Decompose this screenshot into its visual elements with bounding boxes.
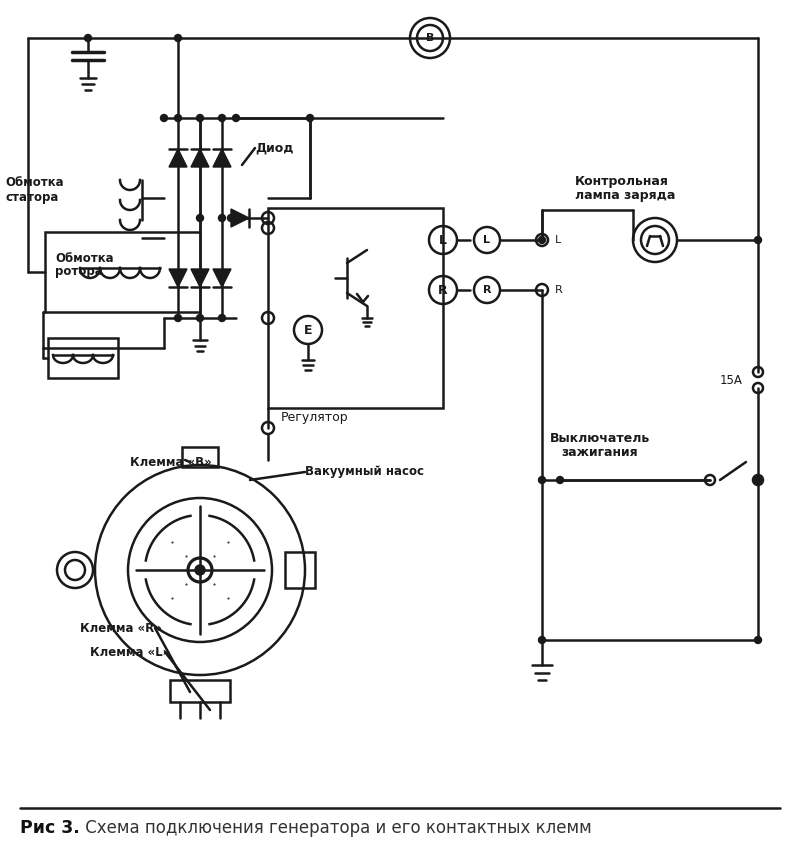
Text: R: R <box>482 285 491 295</box>
Circle shape <box>161 114 167 121</box>
Bar <box>182 447 218 467</box>
Circle shape <box>174 314 182 321</box>
Circle shape <box>754 637 762 643</box>
Text: L: L <box>555 235 562 245</box>
Circle shape <box>197 114 203 121</box>
Polygon shape <box>191 149 209 167</box>
Text: Клемма «L»: Клемма «L» <box>90 645 170 658</box>
Text: ротора: ротора <box>55 266 102 279</box>
Text: L: L <box>439 234 447 247</box>
Text: зажигания: зажигания <box>562 445 638 458</box>
Text: Выключатель: Выключатель <box>550 431 650 444</box>
Circle shape <box>538 236 546 243</box>
Circle shape <box>233 114 239 121</box>
Text: Рис 3.: Рис 3. <box>20 819 80 837</box>
Bar <box>48 338 118 378</box>
Circle shape <box>174 114 182 121</box>
Circle shape <box>538 637 546 643</box>
Text: Клемма «R»: Клемма «R» <box>80 622 162 635</box>
Circle shape <box>174 35 182 42</box>
Text: Вакуумный насос: Вакуумный насос <box>305 466 424 479</box>
Polygon shape <box>169 269 187 287</box>
Polygon shape <box>191 269 209 287</box>
Text: R: R <box>438 283 448 296</box>
Polygon shape <box>213 269 231 287</box>
Text: R: R <box>555 285 562 295</box>
Text: Клемма «В»: Клемма «В» <box>130 456 212 469</box>
Circle shape <box>85 35 91 42</box>
Text: Регулятор: Регулятор <box>281 411 349 424</box>
Text: E: E <box>304 324 312 337</box>
Polygon shape <box>231 209 249 227</box>
Circle shape <box>754 476 762 483</box>
Bar <box>170 680 230 702</box>
Text: Обмотка: Обмотка <box>55 251 114 264</box>
Bar <box>285 552 315 588</box>
Circle shape <box>197 314 203 321</box>
Text: Схема подключения генератора и его контактных клемм: Схема подключения генератора и его конта… <box>80 819 592 837</box>
Text: 15А: 15А <box>720 373 743 386</box>
Text: лампа заряда: лампа заряда <box>575 190 675 203</box>
Text: L: L <box>483 235 490 245</box>
Circle shape <box>218 114 226 121</box>
Bar <box>45 232 200 312</box>
Text: B: B <box>426 33 434 43</box>
Bar <box>268 208 443 408</box>
Text: Контрольная: Контрольная <box>575 176 669 189</box>
Circle shape <box>538 476 546 483</box>
Circle shape <box>557 476 563 483</box>
Circle shape <box>306 114 314 121</box>
Text: Обмотка: Обмотка <box>5 177 64 190</box>
Circle shape <box>218 215 226 222</box>
Circle shape <box>195 565 205 575</box>
Polygon shape <box>169 149 187 167</box>
Circle shape <box>218 314 226 321</box>
Circle shape <box>227 215 234 222</box>
Polygon shape <box>213 149 231 167</box>
Circle shape <box>197 215 203 222</box>
Text: статора: статора <box>5 191 58 204</box>
Circle shape <box>754 236 762 243</box>
Text: Диод: Диод <box>255 141 294 154</box>
